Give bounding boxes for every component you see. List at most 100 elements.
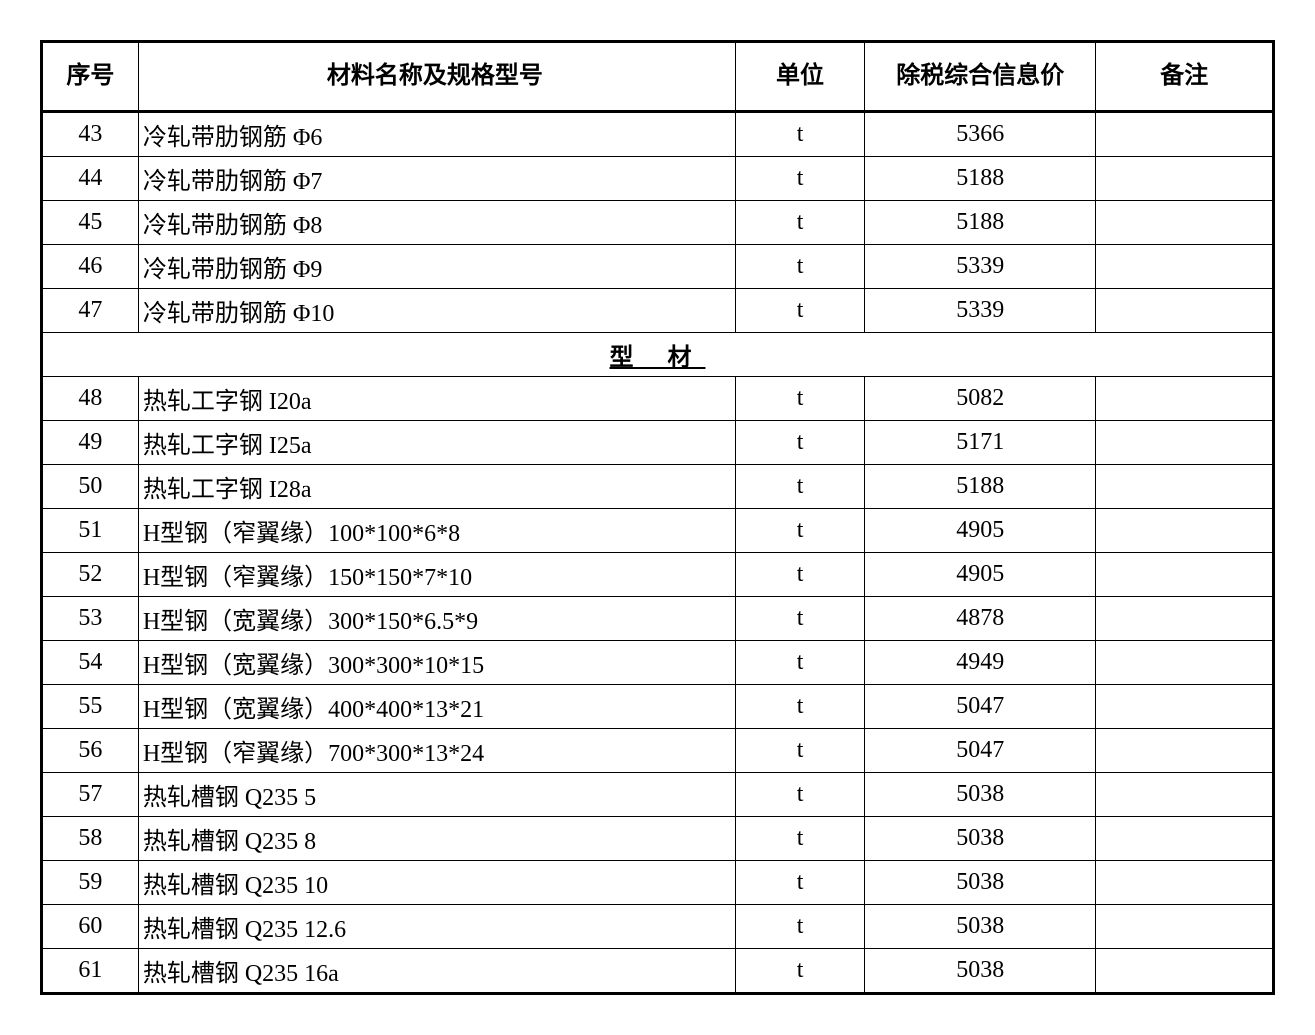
table-row: 44冷轧带肋钢筋 Φ7t5188: [42, 157, 1274, 201]
cell-unit: t: [735, 641, 864, 685]
cell-unit: t: [735, 289, 864, 333]
cell-unit: t: [735, 949, 864, 994]
cell-price: 4949: [865, 641, 1096, 685]
header-unit: 单位: [735, 42, 864, 112]
header-price: 除税综合信息价: [865, 42, 1096, 112]
table-row: 46冷轧带肋钢筋 Φ9t5339: [42, 245, 1274, 289]
cell-unit: t: [735, 201, 864, 245]
cell-note: [1096, 685, 1274, 729]
cell-note: [1096, 377, 1274, 421]
cell-price: 5171: [865, 421, 1096, 465]
cell-seq: 58: [42, 817, 139, 861]
table-row: 53H型钢（宽翼缘）300*150*6.5*9t4878: [42, 597, 1274, 641]
cell-price: 5366: [865, 112, 1096, 157]
cell-unit: t: [735, 729, 864, 773]
table-row: 49热轧工字钢 I25at5171: [42, 421, 1274, 465]
table-row: 50热轧工字钢 I28at5188: [42, 465, 1274, 509]
table-row: 48热轧工字钢 I20at5082: [42, 377, 1274, 421]
cell-unit: t: [735, 421, 864, 465]
cell-note: [1096, 289, 1274, 333]
cell-seq: 53: [42, 597, 139, 641]
cell-note: [1096, 905, 1274, 949]
table-row: 59热轧槽钢 Q235 10t5038: [42, 861, 1274, 905]
cell-seq: 50: [42, 465, 139, 509]
cell-price: 4878: [865, 597, 1096, 641]
cell-price: 4905: [865, 509, 1096, 553]
cell-price: 5038: [865, 861, 1096, 905]
material-price-table: 序号 材料名称及规格型号 单位 除税综合信息价 备注 43冷轧带肋钢筋 Φ6t5…: [40, 40, 1275, 995]
cell-unit: t: [735, 861, 864, 905]
cell-name: 冷轧带肋钢筋 Φ7: [138, 157, 735, 201]
cell-price: 5047: [865, 729, 1096, 773]
cell-note: [1096, 157, 1274, 201]
cell-note: [1096, 509, 1274, 553]
cell-seq: 44: [42, 157, 139, 201]
cell-price: 5038: [865, 949, 1096, 994]
section-label: 型 材: [42, 333, 1274, 377]
cell-name: 冷轧带肋钢筋 Φ6: [138, 112, 735, 157]
cell-seq: 61: [42, 949, 139, 994]
table-row: 57热轧槽钢 Q235 5t5038: [42, 773, 1274, 817]
cell-price: 5188: [865, 201, 1096, 245]
header-note: 备注: [1096, 42, 1274, 112]
cell-name: 热轧槽钢 Q235 12.6: [138, 905, 735, 949]
table-row: 型 材: [42, 333, 1274, 377]
cell-seq: 57: [42, 773, 139, 817]
cell-name: 热轧工字钢 I25a: [138, 421, 735, 465]
cell-unit: t: [735, 553, 864, 597]
cell-name: 冷轧带肋钢筋 Φ8: [138, 201, 735, 245]
price-table-container: 序号 材料名称及规格型号 单位 除税综合信息价 备注 43冷轧带肋钢筋 Φ6t5…: [40, 40, 1275, 995]
cell-unit: t: [735, 817, 864, 861]
cell-seq: 46: [42, 245, 139, 289]
table-row: 58热轧槽钢 Q235 8t5038: [42, 817, 1274, 861]
cell-name: H型钢（宽翼缘）300*150*6.5*9: [138, 597, 735, 641]
cell-unit: t: [735, 465, 864, 509]
cell-name: 热轧工字钢 I20a: [138, 377, 735, 421]
cell-unit: t: [735, 685, 864, 729]
table-row: 43冷轧带肋钢筋 Φ6t5366: [42, 112, 1274, 157]
table-row: 52H型钢（窄翼缘）150*150*7*10t4905: [42, 553, 1274, 597]
cell-seq: 43: [42, 112, 139, 157]
cell-name: H型钢（宽翼缘）400*400*13*21: [138, 685, 735, 729]
cell-name: 热轧工字钢 I28a: [138, 465, 735, 509]
cell-unit: t: [735, 905, 864, 949]
table-header: 序号 材料名称及规格型号 单位 除税综合信息价 备注: [42, 42, 1274, 112]
cell-note: [1096, 465, 1274, 509]
cell-name: H型钢（宽翼缘）300*300*10*15: [138, 641, 735, 685]
cell-note: [1096, 245, 1274, 289]
cell-seq: 49: [42, 421, 139, 465]
cell-seq: 45: [42, 201, 139, 245]
table-row: 47冷轧带肋钢筋 Φ10t5339: [42, 289, 1274, 333]
cell-note: [1096, 729, 1274, 773]
table-row: 61热轧槽钢 Q235 16at5038: [42, 949, 1274, 994]
cell-price: 5082: [865, 377, 1096, 421]
cell-name: 热轧槽钢 Q235 16a: [138, 949, 735, 994]
cell-price: 5188: [865, 157, 1096, 201]
cell-seq: 55: [42, 685, 139, 729]
cell-name: H型钢（窄翼缘）700*300*13*24: [138, 729, 735, 773]
cell-price: 4905: [865, 553, 1096, 597]
cell-name: H型钢（窄翼缘）100*100*6*8: [138, 509, 735, 553]
cell-seq: 52: [42, 553, 139, 597]
cell-price: 5047: [865, 685, 1096, 729]
cell-seq: 54: [42, 641, 139, 685]
cell-unit: t: [735, 112, 864, 157]
cell-seq: 51: [42, 509, 139, 553]
cell-unit: t: [735, 157, 864, 201]
cell-seq: 47: [42, 289, 139, 333]
cell-unit: t: [735, 597, 864, 641]
cell-name: H型钢（窄翼缘）150*150*7*10: [138, 553, 735, 597]
cell-note: [1096, 817, 1274, 861]
table-row: 45冷轧带肋钢筋 Φ8t5188: [42, 201, 1274, 245]
cell-seq: 48: [42, 377, 139, 421]
cell-note: [1096, 553, 1274, 597]
cell-seq: 56: [42, 729, 139, 773]
cell-price: 5339: [865, 289, 1096, 333]
table-row: 51H型钢（窄翼缘）100*100*6*8t4905: [42, 509, 1274, 553]
cell-name: 热轧槽钢 Q235 5: [138, 773, 735, 817]
cell-note: [1096, 773, 1274, 817]
table-row: 55H型钢（宽翼缘）400*400*13*21t5047: [42, 685, 1274, 729]
cell-price: 5038: [865, 817, 1096, 861]
cell-note: [1096, 597, 1274, 641]
cell-name: 热轧槽钢 Q235 10: [138, 861, 735, 905]
